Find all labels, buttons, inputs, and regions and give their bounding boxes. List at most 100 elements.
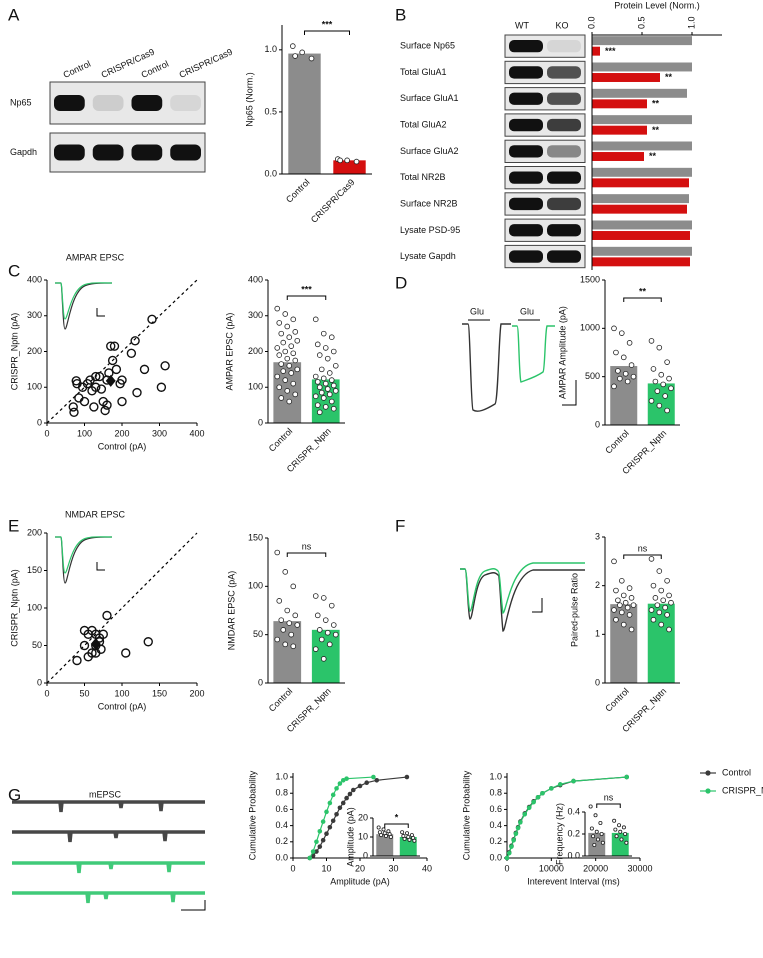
row-label: Lysate Gapdh xyxy=(400,251,456,261)
data-point xyxy=(328,398,335,405)
data-point xyxy=(289,43,296,49)
data-point xyxy=(312,593,319,599)
blot-band xyxy=(547,250,581,263)
bar xyxy=(611,832,629,856)
data-point xyxy=(613,587,619,594)
scale-bar xyxy=(96,308,105,317)
data-point xyxy=(656,402,663,409)
bar xyxy=(311,629,340,683)
series-marker xyxy=(317,828,323,834)
bar xyxy=(592,231,690,240)
x-tick-label: 0.0 xyxy=(586,16,596,29)
data-point xyxy=(104,368,114,378)
data-point xyxy=(388,835,393,840)
data-point xyxy=(102,610,112,621)
x-tick-label: 0 xyxy=(44,428,49,438)
data-point xyxy=(381,827,386,832)
data-point xyxy=(648,556,655,562)
y-tick-label: 0 xyxy=(363,850,368,860)
series-marker xyxy=(522,811,528,817)
data-point xyxy=(337,157,343,164)
series-marker xyxy=(334,811,339,817)
data-point xyxy=(126,348,137,358)
legend-label: Control xyxy=(722,767,751,777)
data-point xyxy=(94,371,105,382)
series-marker xyxy=(344,795,349,801)
data-point xyxy=(276,352,283,358)
data-point xyxy=(650,616,657,623)
x-tick-label: 0 xyxy=(504,863,509,873)
data-point xyxy=(286,620,293,626)
y-tick-label: 0.0 xyxy=(264,168,277,178)
data-point xyxy=(617,602,623,608)
y-tick-label: 400 xyxy=(248,274,263,284)
bar xyxy=(592,125,647,135)
series-marker xyxy=(504,855,510,861)
category-label: Control xyxy=(603,686,631,714)
series-marker xyxy=(324,831,329,837)
data-point xyxy=(612,818,617,823)
series-marker xyxy=(374,777,380,783)
y-tick-label: 0.6 xyxy=(489,804,502,814)
data-point xyxy=(615,597,621,604)
stim-label: Glu xyxy=(470,306,484,316)
y-tick-label: 0.2 xyxy=(275,836,288,846)
data-point xyxy=(656,568,663,574)
series-marker xyxy=(327,824,333,830)
row-label: Surface Np65 xyxy=(400,41,455,51)
y-tick-label: 10 xyxy=(358,831,368,841)
data-point xyxy=(320,395,327,401)
stim-label: Glu xyxy=(520,306,534,316)
legend-marker xyxy=(705,770,711,776)
bar xyxy=(610,604,638,683)
data-point xyxy=(308,55,315,62)
bar xyxy=(647,603,675,683)
identity-line xyxy=(46,279,198,424)
bar xyxy=(592,46,600,56)
data-point xyxy=(400,830,405,835)
y-tick-label: 100 xyxy=(248,382,263,392)
scale-bar xyxy=(562,380,577,406)
data-point xyxy=(109,341,120,351)
category-label: Control xyxy=(267,686,295,714)
significance-label: ** xyxy=(639,286,647,296)
data-point xyxy=(613,349,619,356)
data-point xyxy=(87,648,97,658)
row-label: Surface NR2B xyxy=(400,199,458,209)
blot-band xyxy=(509,224,543,237)
y-tick-label: 150 xyxy=(248,532,263,542)
series-marker xyxy=(347,791,353,797)
blot-band xyxy=(547,118,581,132)
bar xyxy=(592,73,660,82)
data-point xyxy=(276,598,283,604)
data-point xyxy=(611,558,617,565)
data-point xyxy=(376,825,381,830)
significance-label: * xyxy=(395,812,399,822)
data-point xyxy=(280,627,287,633)
data-point xyxy=(588,804,593,809)
data-point xyxy=(292,391,299,398)
bar xyxy=(399,837,417,856)
y-axis-label: NMDAR EPSC (pA) xyxy=(226,571,236,651)
y-tick-label: 300 xyxy=(248,310,263,320)
data-point xyxy=(591,834,596,839)
data-point xyxy=(662,604,668,611)
data-point xyxy=(328,602,335,609)
data-point xyxy=(379,833,384,838)
significance-label: ns xyxy=(638,543,648,553)
data-point xyxy=(592,843,597,848)
data-point xyxy=(656,609,663,616)
series-marker xyxy=(351,787,356,793)
significance-label: *** xyxy=(301,284,312,294)
lane-label: Control xyxy=(140,59,171,80)
data-point xyxy=(79,396,90,407)
y-tick-label: 0 xyxy=(258,417,263,427)
x-tick-label: 100 xyxy=(114,688,129,698)
series-marker xyxy=(526,805,532,811)
data-point xyxy=(96,644,106,654)
y-tick-label: 500 xyxy=(585,371,600,381)
x-tick-label: 400 xyxy=(189,428,204,438)
mean-point xyxy=(90,638,101,650)
y-tick-label: 200 xyxy=(248,346,263,356)
data-point xyxy=(666,592,672,599)
